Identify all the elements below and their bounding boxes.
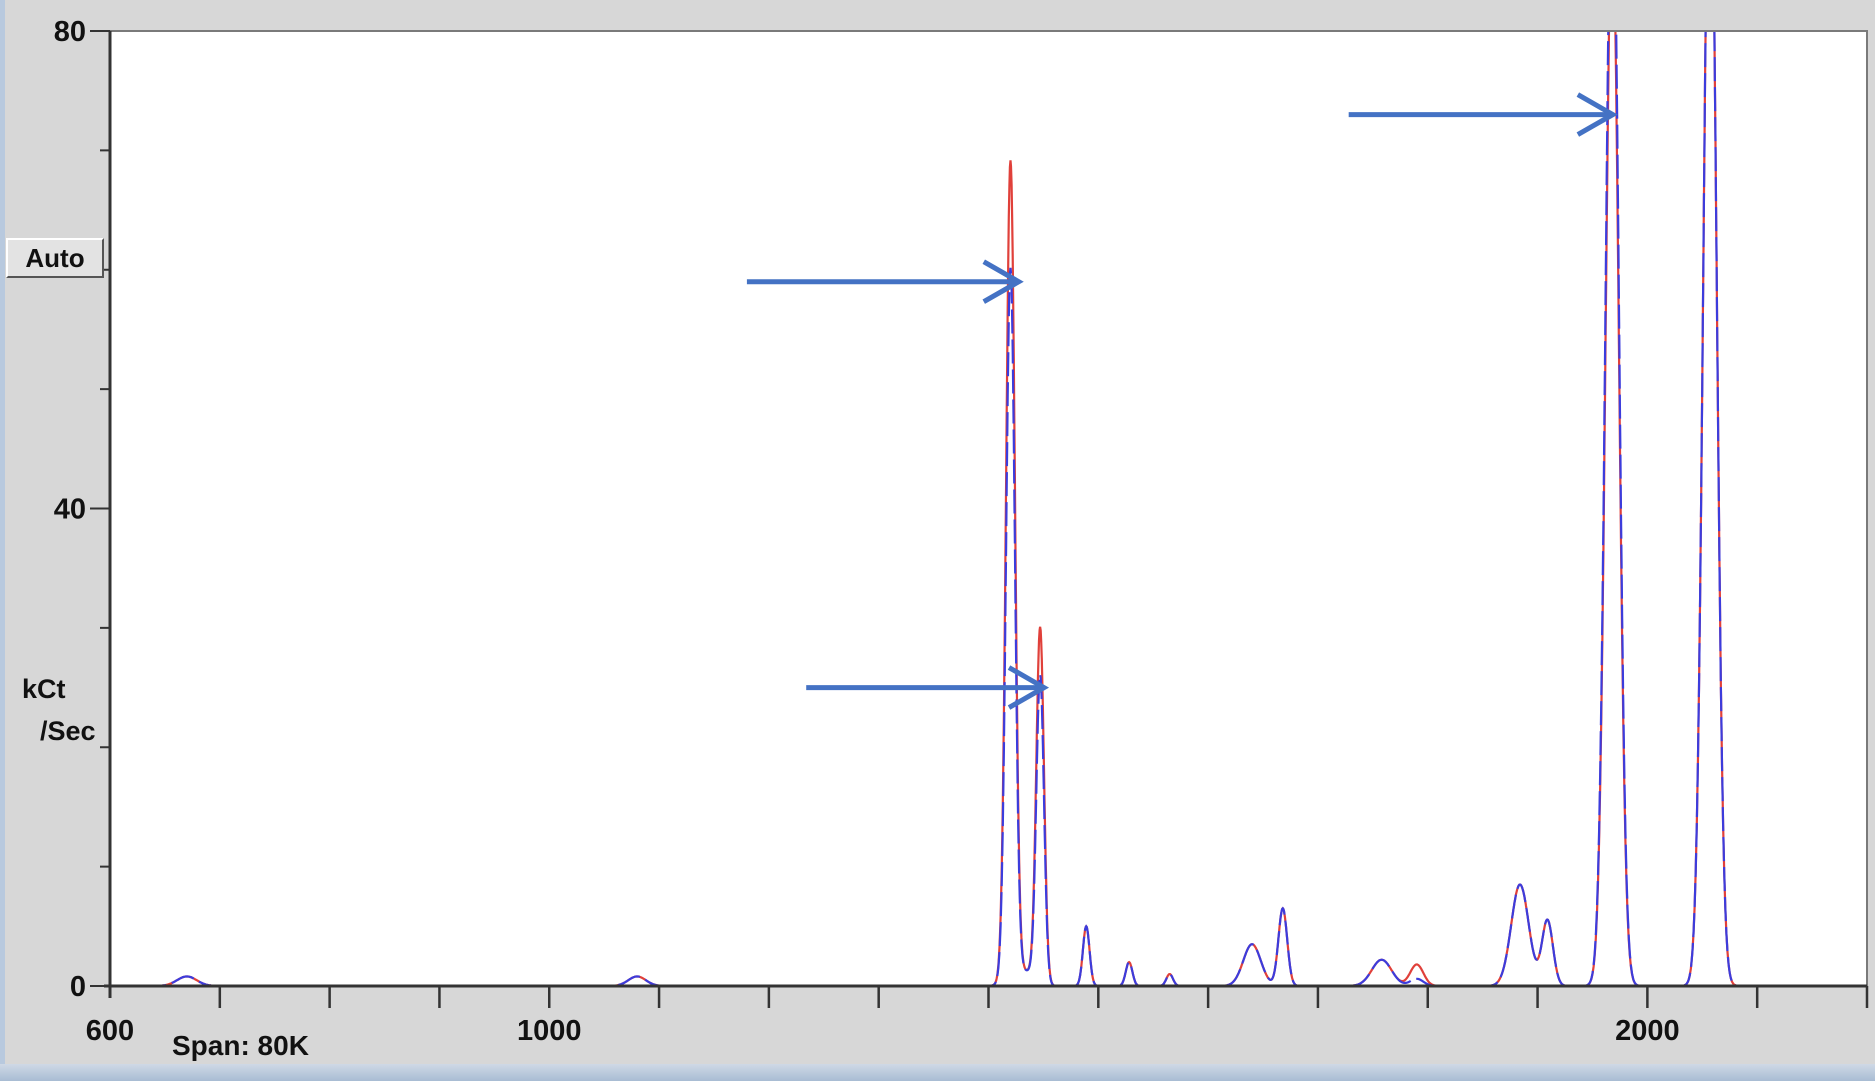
plot-area	[110, 31, 1867, 986]
annotation-layer	[746, 92, 1618, 710]
x-tick-label: 2000	[1615, 1015, 1680, 1047]
y-tick-label: 80	[54, 16, 86, 48]
y-axis-label: kCt /Sec	[22, 668, 96, 752]
x-tick-label: 1000	[517, 1015, 582, 1047]
auto-scale-button[interactable]: Auto	[6, 238, 104, 278]
span-label: Span: 80K	[172, 1030, 309, 1061]
y-tick-label: 40	[54, 494, 86, 526]
y-axis-label-unit: kCt	[22, 674, 66, 704]
x-tick-label: 600	[86, 1015, 134, 1047]
window-left-edge	[0, 0, 5, 1064]
window-bottom-edge	[0, 1064, 1875, 1081]
y-axis-label-per: /Sec	[40, 716, 96, 746]
axis-layer: 0 40 80 600 1000 2000	[54, 16, 1869, 1047]
y-tick-label: 0	[70, 971, 86, 1003]
